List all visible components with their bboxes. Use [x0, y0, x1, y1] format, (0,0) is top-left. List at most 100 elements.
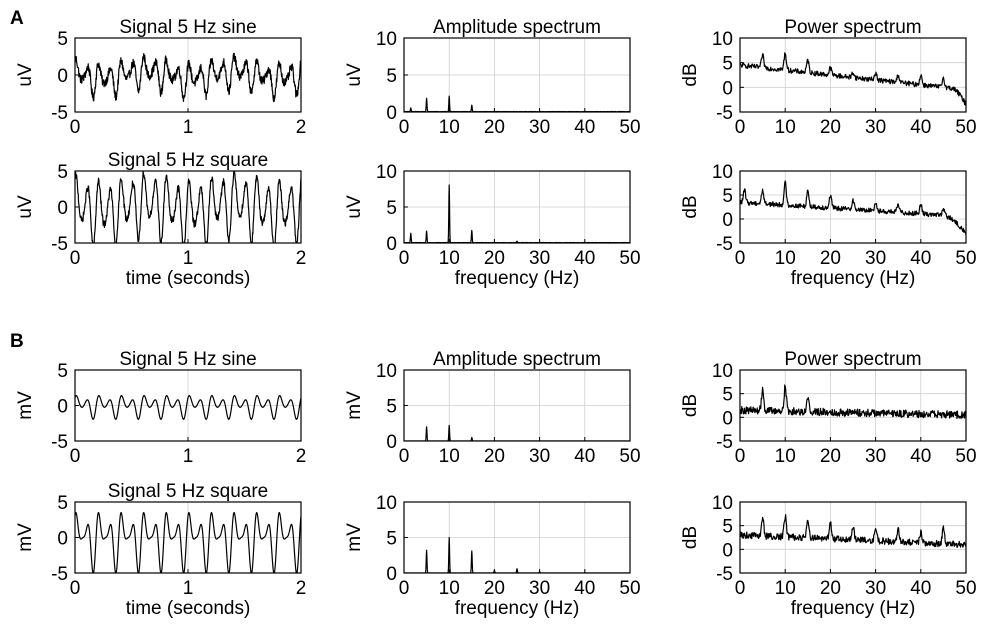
- x-tick-label: 50: [955, 578, 976, 599]
- x-tick-label: 0: [70, 117, 81, 138]
- x-tick-label: 40: [910, 248, 931, 269]
- y-tick-label: 10: [712, 493, 733, 514]
- data-line: [404, 184, 630, 243]
- x-tick-label: 2: [296, 248, 307, 269]
- panel-label-b: B: [10, 331, 24, 352]
- plot-title: Amplitude spectrum: [433, 17, 601, 38]
- x-tick-label: 50: [619, 578, 640, 599]
- y-tick-label: -5: [51, 564, 68, 585]
- x-tick-label: 20: [820, 446, 841, 467]
- x-tick-label: 0: [735, 117, 746, 138]
- x-tick-label: 0: [70, 446, 81, 467]
- y-tick-label: -5: [716, 432, 733, 453]
- plot-title: Power spectrum: [784, 349, 921, 370]
- y-tick-label: 10: [712, 162, 733, 183]
- axes-frame: [739, 369, 967, 442]
- y-axis-label: mV: [344, 391, 365, 420]
- data-line: [740, 384, 966, 420]
- y-tick-label: 10: [376, 361, 397, 382]
- x-tick-label: 0: [735, 578, 746, 599]
- y-tick-label: 0: [386, 564, 397, 585]
- subplot-B-sine-amp: 0 10 20 30 40 50 0 5 10 Amplitude spectrum mV: [344, 349, 641, 467]
- x-tick-label: 20: [820, 578, 841, 599]
- plot-title: Signal 5 Hz sine: [119, 17, 256, 38]
- x-tick-label: 10: [439, 117, 460, 138]
- y-tick-label: 10: [712, 361, 733, 382]
- y-tick-label: 5: [722, 54, 733, 75]
- data-line: [740, 514, 966, 548]
- plot-title: Power spectrum: [784, 17, 921, 38]
- y-tick-label: 0: [57, 66, 68, 87]
- y-tick-label: -5: [716, 564, 733, 585]
- x-tick-label: 0: [399, 578, 410, 599]
- x-tick-label: 30: [865, 117, 886, 138]
- x-tick-label: 10: [775, 446, 796, 467]
- y-tick-label: 0: [722, 408, 733, 429]
- x-tick-label: 1: [183, 248, 194, 269]
- y-tick-label: 10: [376, 29, 397, 50]
- x-tick-label: 50: [619, 248, 640, 269]
- x-axis-label: frequency (Hz): [791, 268, 916, 289]
- y-axis-label: dB: [680, 63, 701, 86]
- plot-title: Amplitude spectrum: [433, 349, 601, 370]
- data-line: [740, 52, 966, 106]
- x-tick-label: 10: [775, 117, 796, 138]
- y-tick-label: 10: [376, 493, 397, 514]
- x-tick-label: 0: [399, 117, 410, 138]
- x-tick-label: 0: [70, 578, 81, 599]
- y-axis-label: mV: [15, 391, 36, 420]
- data-line: [75, 171, 301, 243]
- y-tick-label: 0: [57, 529, 68, 550]
- x-tick-label: 30: [529, 117, 550, 138]
- x-tick-label: 40: [910, 117, 931, 138]
- plot-title: Signal 5 Hz square: [108, 150, 269, 171]
- y-tick-label: 0: [722, 540, 733, 561]
- y-axis-label: uV: [344, 195, 365, 219]
- y-tick-label: 5: [722, 385, 733, 406]
- x-axis-label: frequency (Hz): [791, 598, 916, 619]
- x-axis-label: time (seconds): [126, 268, 251, 289]
- y-tick-label: 0: [57, 198, 68, 219]
- data-line: [75, 52, 301, 103]
- data-line: [404, 424, 630, 441]
- y-axis-label: dB: [680, 394, 701, 417]
- y-tick-label: -5: [51, 432, 68, 453]
- x-tick-label: 10: [775, 578, 796, 599]
- y-tick-label: -5: [716, 103, 733, 124]
- y-axis-label: dB: [680, 195, 701, 218]
- y-tick-label: 0: [386, 234, 397, 255]
- x-tick-label: 20: [820, 117, 841, 138]
- y-tick-label: 5: [57, 29, 68, 50]
- y-tick-label: 0: [386, 103, 397, 124]
- data-line: [740, 180, 966, 236]
- y-axis-label: mV: [15, 523, 36, 552]
- subplot-A-sine-amp: 0 10 20 30 40 50 0 5 10 Amplitude spectrum uV: [344, 17, 641, 138]
- y-tick-label: 0: [57, 397, 68, 418]
- x-tick-label: 0: [399, 446, 410, 467]
- x-tick-label: 1: [183, 578, 194, 599]
- x-tick-label: 2: [296, 578, 307, 599]
- y-tick-label: 5: [57, 162, 68, 183]
- x-tick-label: 1: [183, 117, 194, 138]
- x-tick-label: 30: [865, 446, 886, 467]
- x-tick-label: 1: [183, 446, 194, 467]
- y-axis-label: mV: [344, 523, 365, 552]
- axes-frame: [739, 37, 967, 113]
- y-tick-label: 5: [57, 361, 68, 382]
- y-tick-label: 5: [722, 517, 733, 538]
- x-tick-label: 0: [70, 248, 81, 269]
- x-tick-label: 10: [439, 446, 460, 467]
- plot-title: Signal 5 Hz square: [108, 481, 269, 502]
- y-tick-label: 5: [386, 529, 397, 550]
- x-tick-label: 0: [399, 248, 410, 269]
- x-tick-label: 10: [775, 248, 796, 269]
- x-axis-label: frequency (Hz): [455, 268, 580, 289]
- x-tick-label: 30: [529, 248, 550, 269]
- y-tick-label: -5: [716, 234, 733, 255]
